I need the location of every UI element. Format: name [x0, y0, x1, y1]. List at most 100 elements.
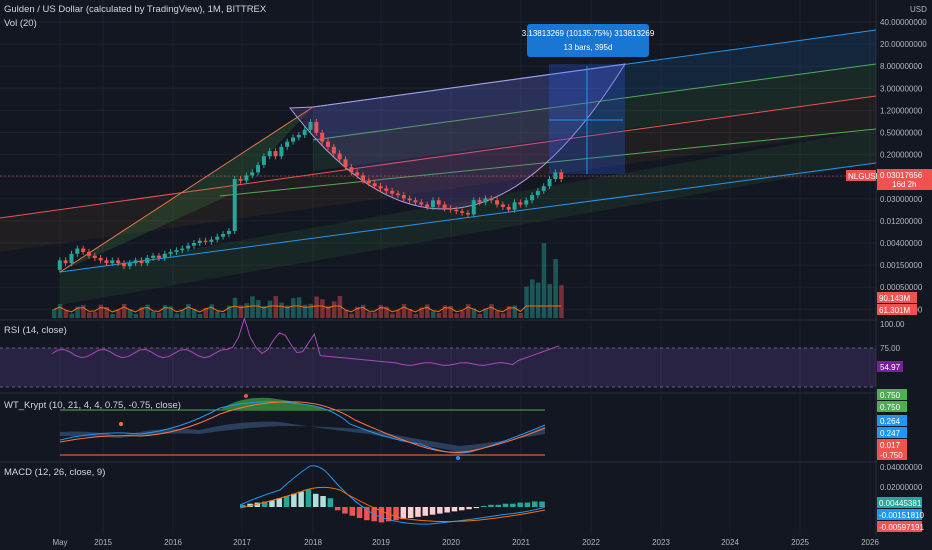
volume-bar [390, 313, 395, 318]
wt-signal-dot-3 [456, 456, 460, 460]
candle-body [296, 134, 301, 138]
last-price-countdown: 16d 2h [892, 180, 916, 189]
macd-pane[interactable]: MACD (12, 26, close, 9) [4, 465, 546, 525]
macd-tag-bg [877, 521, 922, 532]
channel-line-mid [0, 95, 877, 219]
vol-tag-1: 90.143M [879, 294, 910, 303]
volume-bar [203, 307, 209, 318]
rsi-pane[interactable]: RSI (14, close) [0, 316, 876, 388]
candle-body [442, 204, 447, 209]
volume-bar [506, 305, 512, 318]
volume-bar [454, 313, 459, 318]
volume-bar [63, 310, 69, 318]
macd-hist-bar [283, 496, 290, 507]
volume-bar [419, 307, 424, 318]
macd-hist-bar [532, 501, 538, 507]
time-tick-label: 2022 [582, 538, 600, 547]
candle-body [63, 260, 68, 264]
volume-bar [291, 298, 296, 318]
wt-tags: 0.750 0.750 0.264 0.247 0.017-0.750 [877, 389, 907, 460]
wt-tag-value: 0.750 [880, 403, 901, 412]
price-axis[interactable]: USD 40.00000000 20.00000000 8.00000000 3.00… [877, 0, 932, 550]
wt-pane[interactable]: WT_Krypt (10, 21, 4, 4, 0.75, -0.75, clo… [4, 394, 546, 460]
currency-label: USD [910, 5, 927, 14]
candles-group [57, 118, 564, 273]
time-tick-label: 2021 [512, 538, 530, 547]
wt-green-fill [220, 397, 330, 410]
wt-tag-bg [877, 427, 907, 438]
price-tick-label: 0.03000000 [880, 195, 923, 204]
macd-hist-bar [422, 507, 428, 516]
candle-body [180, 248, 185, 251]
tooltip-line1: 3.13813269 (10135.75%) 313813269 [522, 29, 655, 38]
macd-hist-bar [254, 502, 261, 507]
candle-body [127, 263, 132, 267]
volume-bar [471, 308, 477, 318]
candle-body [395, 193, 400, 196]
volume-bar [104, 307, 109, 318]
candle-body [226, 230, 231, 235]
channel-line-lower [219, 128, 877, 197]
volume-bar [436, 312, 442, 318]
candle-body [506, 206, 511, 210]
candle-body [518, 202, 523, 205]
macd-tag-value: -0.00151810 [879, 511, 924, 520]
volume-bar [267, 300, 273, 318]
candle-body [559, 172, 564, 180]
volume-bar [151, 311, 156, 318]
volume-bar [343, 309, 348, 318]
price-tick-label: 0.20000000 [880, 151, 923, 160]
candle-body [145, 257, 150, 264]
time-tick-label: 2026 [861, 538, 879, 547]
candle-body [203, 240, 208, 242]
volume-bar [460, 310, 465, 318]
candle-body [256, 164, 261, 173]
candle-body [116, 260, 121, 264]
candle-body [104, 260, 109, 264]
channel-fill-top [313, 30, 876, 140]
price-pane[interactable] [0, 29, 877, 318]
macd-hist-bar [415, 507, 421, 517]
volume-bar [326, 305, 331, 318]
time-tick-label: 2025 [791, 538, 809, 547]
macd-tick-label: 0.04000000 [880, 463, 923, 472]
candle-body [419, 202, 424, 205]
volume-bar [541, 243, 547, 318]
wt-tag-bg [877, 449, 907, 460]
tooltip-line2: 13 bars, 395d [564, 43, 613, 52]
time-axis[interactable]: May 2015 2016 2017 2018 2019 2020 2021 2022 2023 2… [52, 538, 879, 547]
time-tick-label: 2017 [233, 538, 251, 547]
volume-bar [226, 305, 232, 318]
time-tick-label: 2018 [304, 538, 322, 547]
rsi-tick-label: 100.00 [880, 320, 905, 329]
volume-bar [553, 259, 558, 318]
volume-bar [308, 303, 314, 318]
macd-hist-bar [517, 502, 523, 507]
candle-body [121, 263, 126, 267]
macd-hist-bar [269, 500, 275, 507]
candle-body [133, 260, 138, 264]
candle-body [267, 151, 272, 157]
candle-body [366, 180, 371, 184]
volume-bar [116, 309, 121, 318]
candle-body [541, 186, 546, 191]
macd-hist-bar [437, 507, 443, 514]
macd-hist-bar [488, 504, 494, 507]
macd-hist-bar [444, 507, 450, 513]
vol-tags: 90.143M 61.301M [877, 292, 917, 315]
candle-body [448, 208, 453, 210]
time-tick-label: 2015 [94, 538, 112, 547]
candle-body [162, 253, 167, 258]
candle-body [500, 204, 505, 207]
macd-hist-bar [400, 507, 407, 520]
time-tick-label: 2023 [652, 538, 670, 547]
grid [0, 0, 932, 535]
macd-hist-bar [261, 501, 268, 507]
volume-bar [180, 310, 185, 318]
macd-hist-bar [539, 501, 545, 507]
volume-bar [98, 304, 104, 318]
volume-bar [442, 305, 448, 318]
price-tick-label: 0.01200000 [880, 217, 923, 226]
candle-body [86, 251, 91, 256]
